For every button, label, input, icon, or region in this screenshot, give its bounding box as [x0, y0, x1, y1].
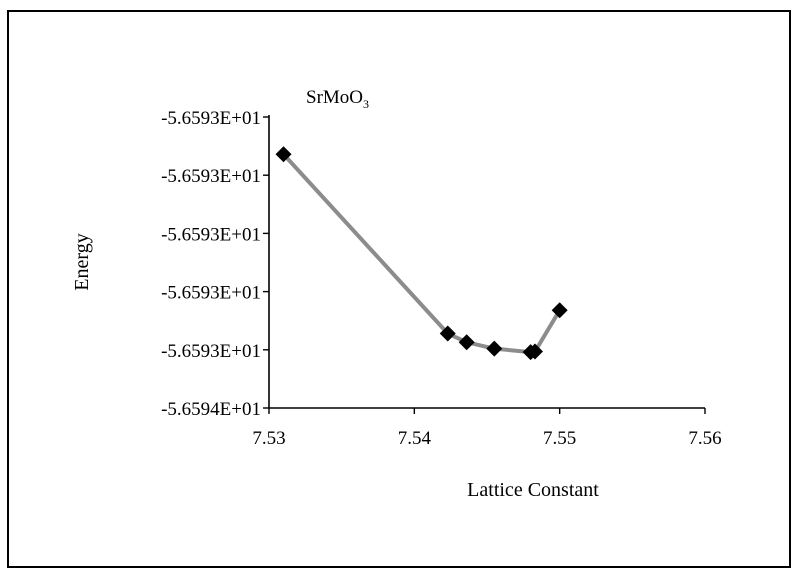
x-tick-label: 7.54 — [398, 428, 432, 449]
series-layer — [275, 146, 568, 361]
x-tick-label: 7.53 — [252, 428, 285, 449]
data-point-marker — [486, 340, 503, 357]
data-point-marker — [526, 343, 543, 360]
y-tick-label: -5.6593E+01 — [161, 341, 261, 362]
y-tick-label: -5.6593E+01 — [161, 108, 261, 129]
y-tick-label: -5.6593E+01 — [161, 283, 261, 304]
x-axis-title: Lattice Constant — [467, 479, 599, 501]
axes: -5.6593E+01 -5.6593E+01 -5.6593E+01 -5.6593… — [161, 108, 722, 449]
x-tick-label: 7.55 — [543, 428, 576, 449]
chart-title-main: SrMoO — [306, 87, 363, 108]
y-tick-label: -5.6593E+01 — [161, 166, 261, 187]
data-point-marker — [275, 146, 292, 163]
chart-title: SrMoO3 — [306, 87, 369, 111]
y-tick-label: -5.6593E+01 — [161, 224, 261, 245]
y-axis-title: Energy — [71, 233, 93, 290]
chart-frame — [7, 10, 791, 568]
chart-title-subscript: 3 — [363, 97, 369, 111]
series-line — [282, 152, 562, 355]
labels: SrMoO3 Lattice Constant Energy — [71, 87, 599, 501]
data-point-marker — [551, 302, 568, 319]
y-tick-label: -5.6594E+01 — [161, 399, 261, 420]
data-point-marker — [439, 325, 456, 342]
data-point-marker — [458, 334, 475, 351]
x-tick-label: 7.56 — [688, 428, 721, 449]
